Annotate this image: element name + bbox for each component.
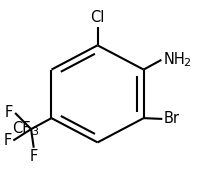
Text: 3: 3 (31, 127, 38, 137)
Text: Cl: Cl (90, 10, 105, 25)
Text: CF: CF (12, 121, 30, 136)
Text: NH: NH (164, 52, 186, 67)
Text: 2: 2 (183, 58, 190, 68)
Text: F: F (30, 149, 38, 164)
Text: F: F (5, 105, 13, 121)
Text: Br: Br (164, 111, 180, 126)
Text: F: F (3, 133, 12, 148)
